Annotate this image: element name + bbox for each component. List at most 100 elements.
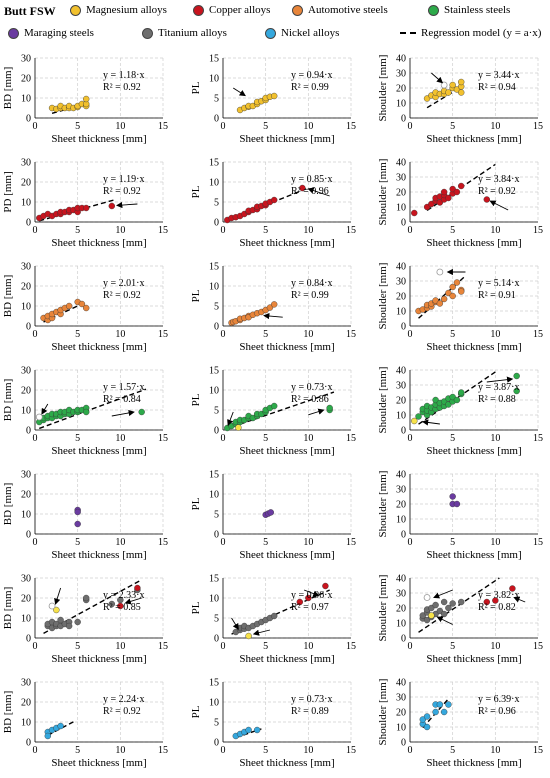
data-point: [245, 726, 252, 734]
r-squared-label: R² = 0.96: [291, 186, 329, 197]
data-point: [271, 612, 278, 620]
chart-panel: 0 10 20 30 0 5 10 15 Sheet thickness [mm] BD [mm]: [2, 470, 168, 562]
data-point: [57, 722, 64, 730]
x-tick-label: 5: [450, 745, 455, 756]
data-point: [326, 404, 333, 412]
data-point-highlight: [235, 424, 242, 431]
x-tick-label: 15: [346, 537, 356, 548]
y-tick-label: 0: [401, 738, 406, 749]
y-tick-label: 40: [396, 678, 406, 689]
chart-panel: 0 10 20 30 0 5 10 15 Sheet thickness [mm] PD [mm]…: [2, 158, 168, 250]
x-tick-label: 15: [346, 433, 356, 444]
x-tick-label: 5: [75, 745, 80, 756]
y-tick-label: 30: [21, 574, 31, 585]
regression-line: [39, 388, 147, 430]
regression-equation: y = 2.33·x: [103, 590, 144, 601]
x-tick-label: 15: [158, 225, 168, 236]
x-tick-label: 0: [408, 537, 413, 548]
x-tick-label: 15: [346, 641, 356, 652]
x-tick-label: 0: [408, 225, 413, 236]
x-tick-label: 0: [408, 433, 413, 444]
y-axis-label: Shoulder [mm]: [377, 575, 389, 642]
y-tick-label: 20: [21, 178, 31, 189]
x-axis-label: Sheet thickness [mm]: [51, 237, 146, 249]
x-tick-label: 15: [346, 225, 356, 236]
data-point: [449, 81, 456, 89]
y-tick-label: 10: [396, 411, 406, 422]
data-point: [436, 701, 444, 708]
y-tick-label: 5: [214, 198, 219, 209]
y-tick-label: 0: [401, 114, 406, 125]
x-tick-label: 15: [158, 641, 168, 652]
x-tick-label: 10: [303, 537, 313, 548]
y-tick-label: 30: [396, 69, 406, 80]
y-tick-label: 0: [401, 426, 406, 437]
legend-item-model: Regression model (y = a·x): [400, 27, 541, 39]
data-point: [253, 726, 261, 734]
r-squared-label: R² = 0.88: [478, 394, 516, 405]
data-point: [74, 508, 81, 516]
y-tick-label: 40: [396, 470, 406, 481]
x-tick-label: 15: [346, 745, 356, 756]
regression-equation: y = 0.96·x: [291, 590, 332, 601]
data-point: [65, 622, 73, 630]
x-tick-label: 5: [75, 225, 80, 236]
x-axis-label: Sheet thickness [mm]: [426, 237, 521, 249]
legend-item-automotive: Automotive steels: [292, 4, 388, 16]
x-axis-label: Sheet thickness [mm]: [426, 133, 521, 145]
y-axis-label: Shoulder [mm]: [377, 55, 389, 122]
legend-dot-stainless: [428, 4, 439, 16]
x-tick-label: 15: [346, 121, 356, 132]
y-axis-label: PD [mm]: [2, 171, 14, 212]
legend-dot-nickel: [265, 27, 276, 39]
x-tick-label: 10: [115, 433, 125, 444]
legend-label-titanium: Titanium alloys: [158, 27, 227, 39]
data-point: [267, 509, 274, 516]
legend-dot-titanium: [142, 27, 153, 39]
annotation-arrow: [489, 200, 509, 211]
x-tick-label: 10: [303, 745, 313, 756]
y-tick-label: 10: [396, 203, 406, 214]
chart-panel: 0 10 20 30 0 5 10 15 Sheet thickness [mm] BD [mm]…: [2, 574, 168, 666]
y-tick-label: 0: [214, 530, 219, 541]
data-point: [271, 402, 278, 410]
data-point: [440, 598, 448, 606]
chart-panel: 0 10 20 30 0 5 10 15 Sheet thickness [mm] BD [mm]…: [2, 366, 168, 458]
x-tick-label: 10: [303, 225, 313, 236]
y-tick-label: 15: [209, 366, 219, 377]
regression-equation: y = 2.24·x: [103, 694, 144, 705]
x-tick-label: 5: [75, 537, 80, 548]
x-tick-label: 0: [33, 433, 38, 444]
x-tick-label: 10: [490, 537, 500, 548]
y-axis-label: Shoulder [mm]: [377, 367, 389, 434]
chart-panel: 0 5 10 15 0 5 10 15 Sheet thickness [mm] PL y = 0.…: [190, 158, 356, 250]
annotation-arrow: [308, 408, 325, 416]
data-point-outlier: [305, 594, 312, 602]
r-squared-label: R² = 0.92: [103, 186, 141, 197]
y-tick-label: 10: [21, 406, 31, 417]
data-point: [266, 304, 274, 311]
annotation-arrow: [111, 409, 135, 417]
r-squared-label: R² = 0.86: [291, 394, 329, 405]
data-point: [411, 209, 418, 217]
x-tick-label: 10: [303, 641, 313, 652]
y-axis-label: PL: [190, 81, 202, 94]
y-tick-label: 0: [401, 530, 406, 541]
y-tick-label: 30: [21, 54, 31, 65]
regression-equation: y = 0.94·x: [291, 70, 332, 81]
x-tick-label: 0: [408, 121, 413, 132]
regression-equation: y = 1.19·x: [103, 174, 144, 185]
legend-label-maraging: Maraging steels: [24, 27, 94, 39]
data-point-outlier: [483, 598, 490, 606]
x-axis-label: Sheet thickness [mm]: [51, 549, 146, 561]
y-tick-label: 15: [209, 470, 219, 481]
x-tick-label: 10: [490, 641, 500, 652]
y-tick-label: 0: [214, 426, 219, 437]
regression-equation: y = 1.57·x: [103, 382, 144, 393]
data-point: [436, 300, 444, 307]
annotation-arrow: [232, 87, 246, 97]
y-tick-label: 15: [209, 678, 219, 689]
x-tick-label: 10: [303, 433, 313, 444]
y-tick-label: 10: [21, 718, 31, 729]
data-point: [449, 493, 456, 500]
